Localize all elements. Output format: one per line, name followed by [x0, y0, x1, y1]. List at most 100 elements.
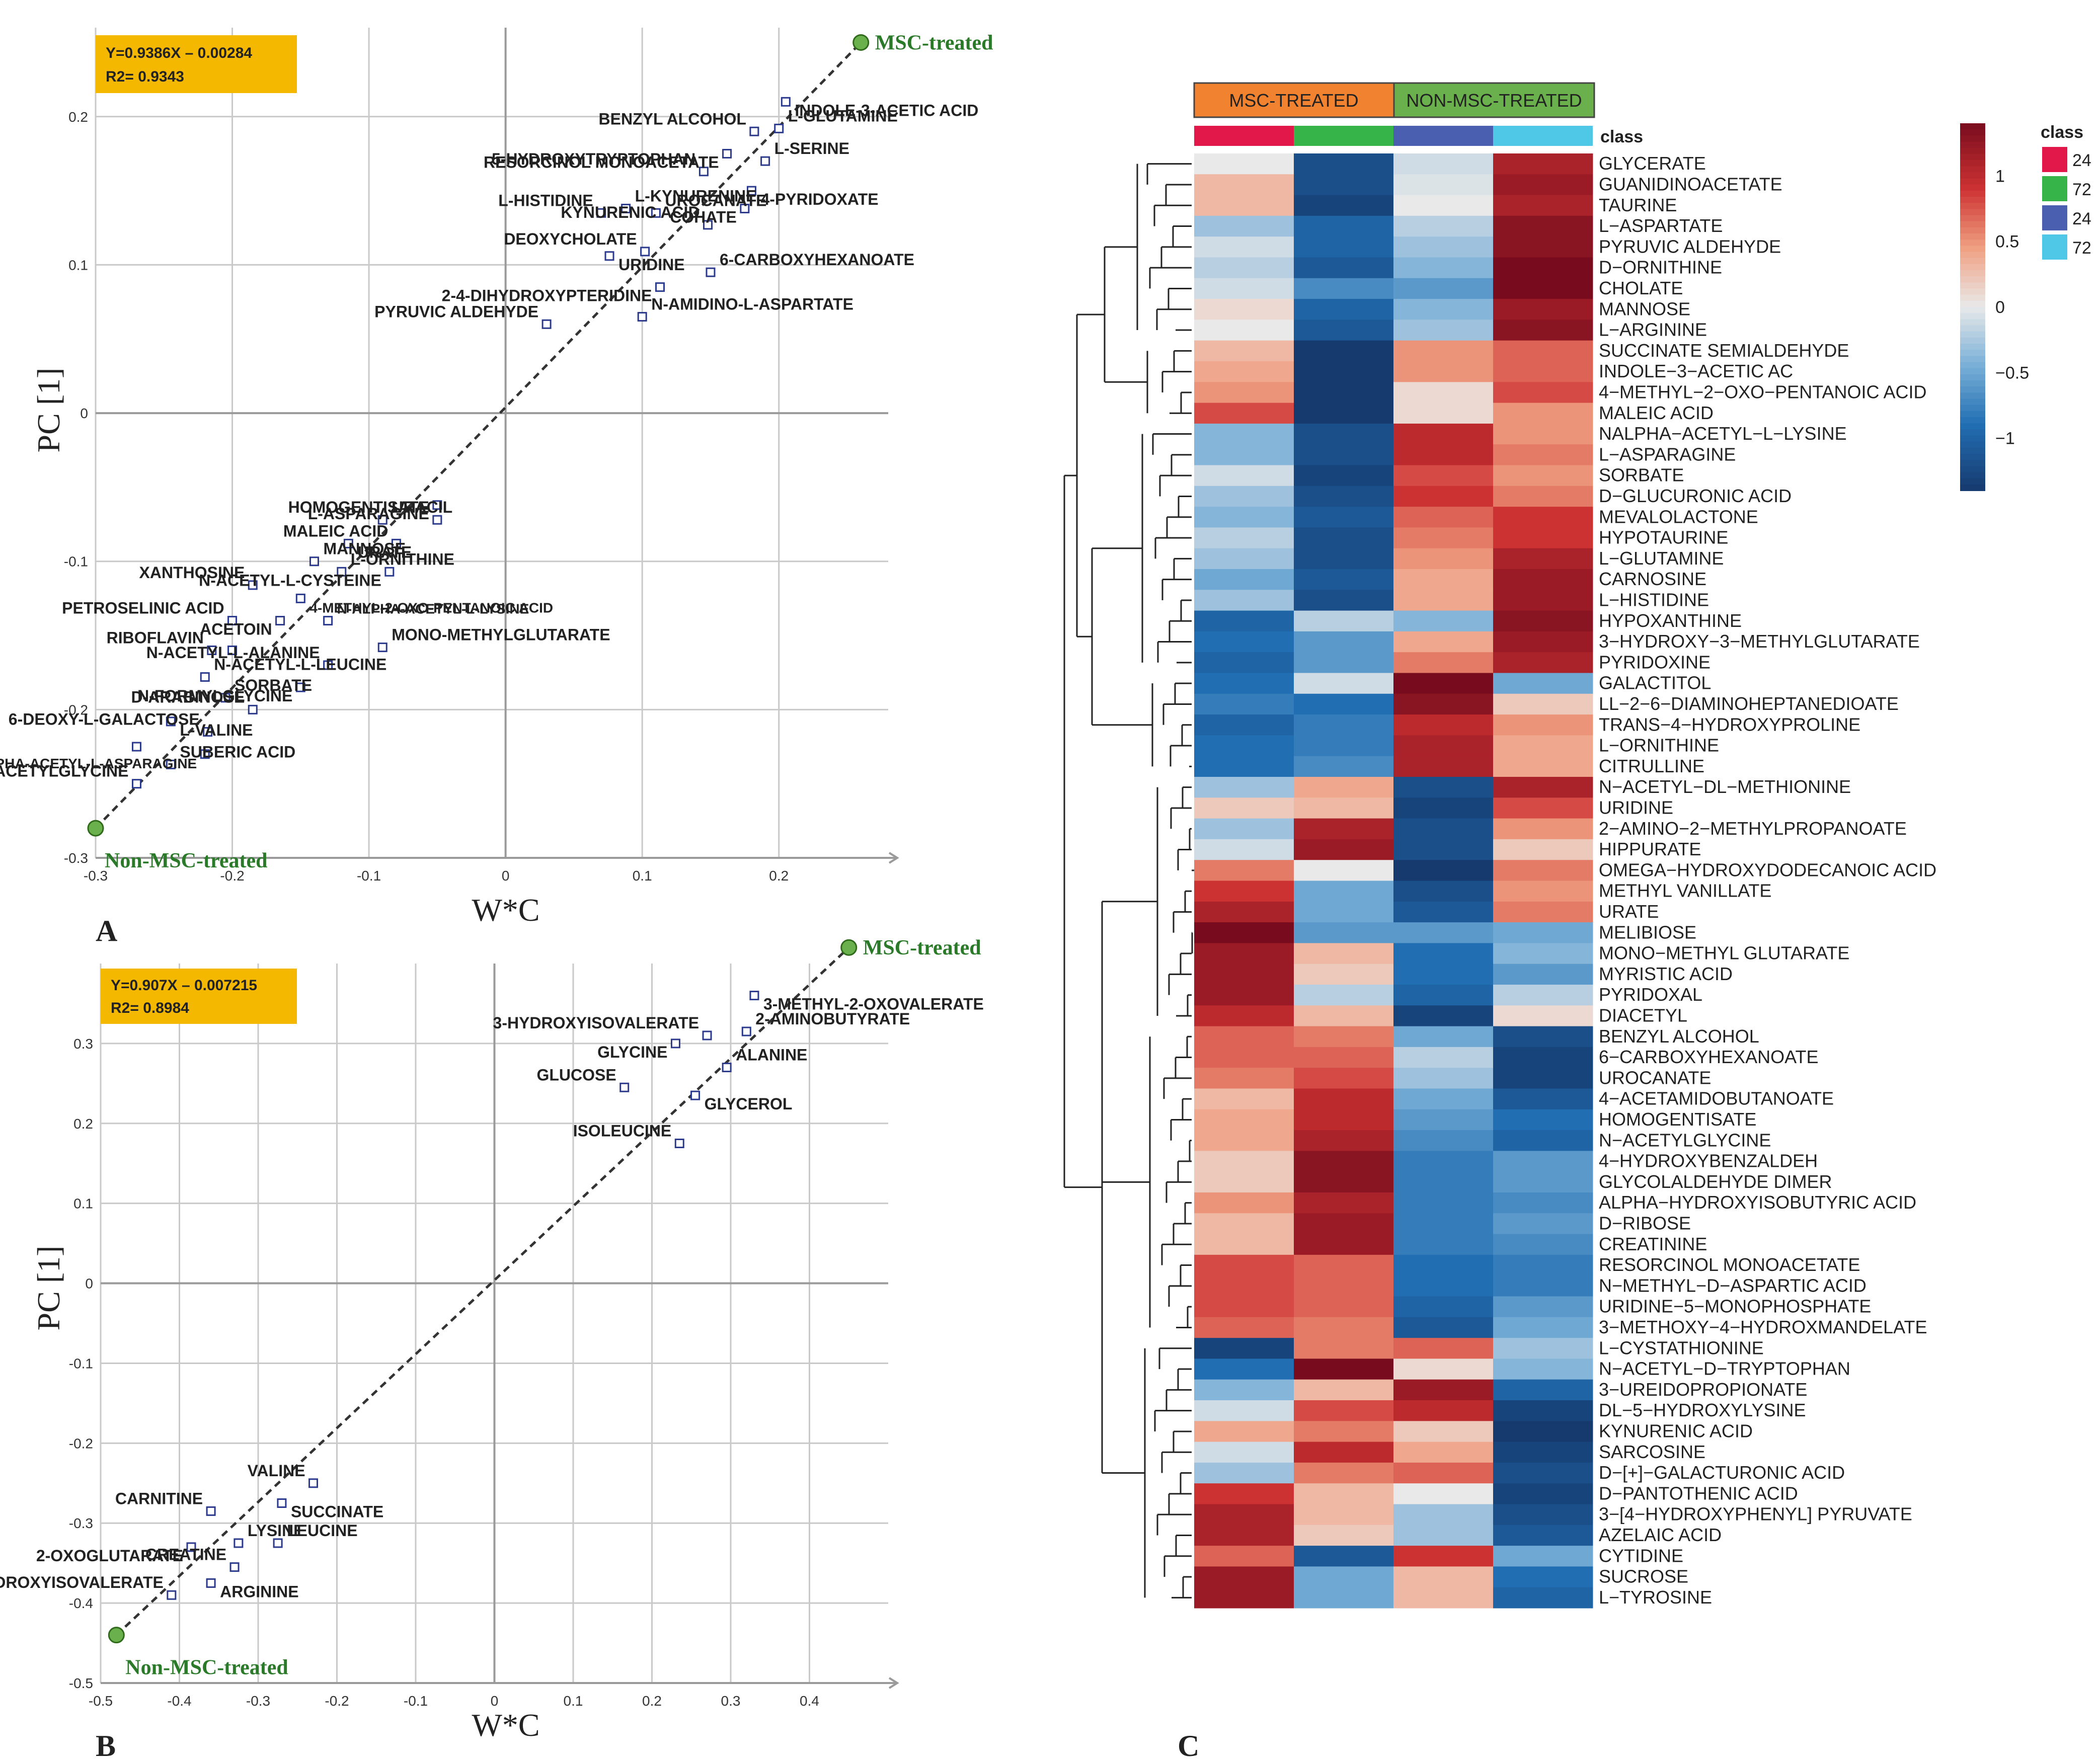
heatmap-cell: [1393, 1525, 1494, 1546]
panel-b-non-msc-treated-label: Non-MSC-treated: [125, 1656, 288, 1679]
panel-a-point: [432, 500, 442, 510]
panel-c-heatmap: MSC-TREATED NON-MSC-TREATED class GLYCER…: [1063, 82, 2091, 1760]
heatmap-cell: [1493, 797, 1593, 819]
heatmap-cell: [1294, 361, 1394, 382]
heatmap-cell: [1393, 548, 1494, 570]
heatmap-row-label: MELIBIOSE: [1599, 922, 1696, 942]
panel-a-point-label: 6-CARBOXYHEXANOATE: [720, 251, 914, 269]
panel-a-point: [377, 515, 387, 525]
heatmap-row-label: D−RIBOSE: [1599, 1213, 1691, 1234]
colorbar-segment: [1960, 392, 1985, 399]
panel-a-point-label: PYRUVIC ALDEHYDE: [374, 302, 538, 321]
panel-a-point: [384, 567, 395, 577]
colorbar-tick-label: 1: [1995, 167, 2005, 186]
panel-a-point: [200, 749, 210, 759]
colorbar-segment: [1960, 478, 1985, 485]
heatmap-cell: [1294, 673, 1394, 694]
heatmap-cell: [1294, 236, 1394, 258]
heatmap-row-label: L−HISTIDINE: [1599, 590, 1709, 610]
heatmap-cell: [1393, 153, 1494, 175]
colorbar-segment: [1960, 368, 1985, 375]
heatmap-cell: [1194, 839, 1294, 860]
panel-b-xtick-label: -0.1: [404, 1693, 428, 1709]
heatmap-cell: [1493, 257, 1593, 279]
panel-a-ytick-label: -0.1: [64, 554, 88, 570]
heatmap-cell: [1194, 985, 1294, 1006]
colorbar-segment: [1960, 203, 1985, 210]
panel-a-xtick-label: 0: [502, 868, 510, 884]
heatmap-row-label: 4−ACETAMIDOBUTANOATE: [1599, 1088, 1834, 1109]
panel-a-point: [227, 616, 238, 626]
panel-a-point-label: D-ARABINOSE: [131, 688, 245, 706]
panel-a-point-label: L-VALINE: [180, 721, 253, 739]
colorbar-segment: [1960, 325, 1985, 332]
panel-b-xtick-label: 0.3: [721, 1693, 741, 1709]
heatmap-cell: [1294, 1379, 1394, 1401]
heatmap-cell: [1194, 1317, 1294, 1338]
panel-a-point: [227, 646, 238, 655]
heatmap-cell: [1294, 985, 1394, 1006]
panel-a-xlabel: W*C: [472, 892, 539, 928]
heatmap-cell: [1493, 881, 1593, 902]
heatmap-cell: [1294, 299, 1394, 320]
panel-a-point: [637, 312, 647, 322]
heatmap-cell: [1493, 1109, 1593, 1131]
heatmap-cell: [1393, 964, 1494, 985]
panel-a-point-label: UROCANATE: [665, 191, 766, 209]
heatmap-row-label: LL−2−6−DIAMINOHEPTANEDIOATE: [1599, 693, 1899, 714]
heatmap-cell: [1493, 153, 1593, 175]
panel-b-point-labels: 3-METHYL-2-OXOVALERATE 3-HYDROXYISOVALERA…: [0, 995, 984, 1601]
heatmap-cell: [1393, 1192, 1494, 1214]
colorbar-segment: [1960, 172, 1985, 179]
panel-b-xtick-label: 0: [491, 1693, 499, 1709]
heatmap-cell: [1194, 1525, 1294, 1546]
panel-b-ytick-label: 0.1: [73, 1196, 93, 1212]
panel-a-ytick-label: 0.1: [68, 257, 88, 273]
colorbar-segment: [1960, 313, 1985, 320]
panel-b-xtick-label: -0.2: [325, 1693, 349, 1709]
heatmap-cell: [1393, 1088, 1494, 1110]
heatmap-cell: [1493, 985, 1593, 1006]
heatmap-cell: [1294, 465, 1394, 487]
heatmap-cell: [1294, 507, 1394, 528]
colorbar-segment: [1960, 258, 1985, 265]
heatmap-cell: [1393, 943, 1494, 965]
class-row-label: class: [1600, 127, 1643, 146]
heatmap-cell: [1493, 860, 1593, 881]
colorbar-segment: [1960, 484, 1985, 491]
heatmap-cell: [1393, 465, 1494, 487]
panel-b-point: [277, 1498, 287, 1508]
panel-b-point-label: GLYCINE: [597, 1043, 667, 1061]
heatmap-cell: [1194, 340, 1294, 362]
heatmap-cell: [1294, 1546, 1394, 1567]
panel-a-ticks: -0.3 -0.2 -0.1 0 0.1 0.2 -0.3 -0.2 -0.1 0 0.1 0.2: [64, 109, 789, 884]
panel-a-point: [309, 556, 319, 567]
colorbar-segment: [1960, 380, 1985, 387]
heatmap-cell: [1493, 465, 1593, 487]
heatmap-cell: [1493, 215, 1593, 237]
heatmap-cell: [1493, 423, 1593, 445]
heatmap-cell: [1294, 1442, 1394, 1463]
heatmap-row-label: TRANS−4−HYDROXYPROLINE: [1599, 714, 1860, 735]
panel-b-ylabel: PC [1]: [31, 1246, 66, 1331]
panel-a-xtick-label: -0.1: [357, 868, 381, 884]
heatmap-cell: [1194, 1234, 1294, 1255]
class-bar-cell: [1393, 126, 1493, 146]
colorbar-segment: [1960, 252, 1985, 259]
panel-a-point: [655, 282, 665, 292]
colorbar-segment: [1960, 123, 1985, 130]
heatmap-cell: [1294, 1338, 1394, 1359]
colorbar-segment: [1960, 221, 1985, 228]
panel-a-point-label: BENZYL ALCOHOL: [599, 110, 746, 128]
panel-a-point: [391, 538, 401, 548]
panel-a-endpoint-bottom: [87, 820, 104, 837]
panel-a-point-label: N-ALPHA-ACETYL-L-LYSINE: [337, 601, 529, 617]
panel-a-msc-treated-label: MSC-treated: [875, 31, 993, 54]
heatmap-cell: [1393, 1442, 1494, 1463]
panel-b-regression-line: [115, 946, 850, 1636]
colorbar-segment: [1960, 374, 1985, 381]
heatmap-cell: [1294, 1254, 1394, 1276]
class-legend-label: 24: [2072, 151, 2091, 170]
panel-a-point-label: 2-4-DIHYDROXYPTERIDINE: [442, 287, 652, 305]
panel-a-point-label: COHATE: [670, 208, 737, 226]
